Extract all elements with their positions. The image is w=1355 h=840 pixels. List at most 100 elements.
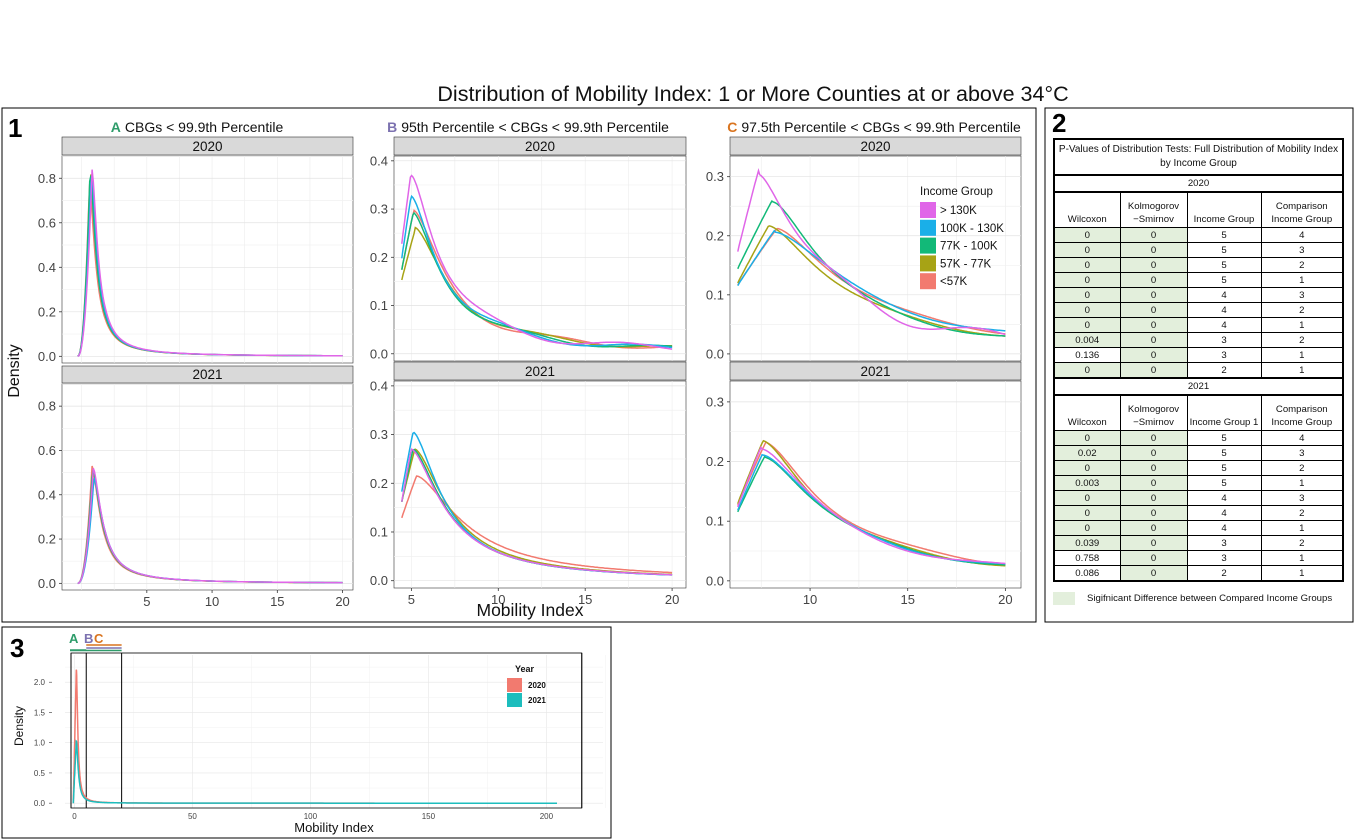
legend-entry: 2020 (528, 681, 546, 690)
y-tick-label: 0.8 (38, 171, 56, 186)
table-year-header: 2020 (1052, 174, 1345, 193)
chart-subtitle: B 95th Percentile < CBGs < 99.9th Percent… (387, 119, 669, 135)
table-cell: 1 (1260, 565, 1345, 582)
subtitle-letter: B (387, 119, 397, 135)
y-tick-label: 0.4 (38, 260, 56, 275)
y-tick-label: 1.0 (34, 739, 46, 748)
density-chart-b: B 95th Percentile < CBGs < 99.9th Percent… (370, 119, 687, 620)
table-cell: 0 (1119, 347, 1188, 363)
table-cell: 3 (1260, 242, 1345, 258)
y-tick-label: 0.0 (34, 799, 46, 808)
table-cell: 0 (1119, 302, 1188, 318)
table-cell: 0 (1119, 475, 1188, 491)
subtitle-letter: A (111, 119, 121, 135)
y-tick-label: 0.2 (38, 532, 56, 547)
table-cell: 4 (1260, 430, 1345, 446)
year-density-chart: 0.0 0.5 1.0 1.5 2.0 0 50 100 150 200 Mobility Inde… (12, 631, 606, 835)
y-tick-label: 0.2 (370, 476, 388, 491)
y-tick-label: 2.0 (34, 678, 46, 687)
y-tick-label: 0.0 (370, 573, 388, 588)
table-cell: 0 (1119, 460, 1188, 476)
facet-strip-label: 2020 (192, 139, 222, 154)
y-tick-label: 0.4 (370, 153, 388, 168)
table-cell: 0 (1119, 227, 1188, 243)
table-cell: 2 (1260, 302, 1345, 318)
table-cell: 0 (1053, 520, 1121, 536)
table-cell: 0.004 (1053, 332, 1121, 348)
table-cell: 2 (1186, 362, 1262, 379)
x-tick-label: 50 (188, 812, 197, 821)
facet-strip (393, 136, 687, 156)
y-tick-label: 0.3 (370, 427, 388, 442)
y-tick-label: 0.6 (38, 443, 56, 458)
x-tick-label: 100 (304, 812, 318, 821)
facet-strip-label: 2021 (525, 364, 555, 379)
table-cell: 5 (1186, 475, 1262, 491)
table-cell: 0.136 (1053, 347, 1121, 363)
y-tick-label: 0.6 (38, 215, 56, 230)
significance-swatch (1053, 592, 1075, 605)
table-cell: 0 (1119, 242, 1188, 258)
facet-panel (393, 155, 687, 362)
column-header-line: −Smirnov (1133, 214, 1174, 225)
table-cell: 3 (1186, 550, 1262, 566)
facet-panel (393, 380, 687, 589)
x-tick-label: 20 (998, 592, 1012, 607)
table-cell: 0 (1053, 505, 1121, 521)
x-tick-label: 15 (270, 594, 284, 609)
table-cell: 0.02 (1053, 445, 1121, 461)
year-legend: Year 2020 2021 (507, 664, 546, 707)
y-tick-label: 0.2 (706, 454, 724, 469)
table-column-header: Comparison Income Group (1260, 191, 1345, 228)
y-tick-label: 1.5 (34, 708, 46, 717)
table-cell: 0 (1119, 535, 1188, 551)
table-cell: 0 (1119, 565, 1188, 582)
table-cell: 1 (1260, 520, 1345, 536)
table-cell: 0 (1053, 490, 1121, 506)
x-tick-label: 15 (900, 592, 914, 607)
table-cell: 0 (1119, 520, 1188, 536)
column-header-line: Comparison Income Group (1271, 404, 1333, 428)
y-tick-label: 0.0 (38, 576, 56, 591)
panel-1-label: 1 (8, 113, 22, 143)
facet-strip (393, 361, 687, 381)
facet-panel (61, 383, 354, 591)
table-cell: 0 (1119, 257, 1188, 273)
table-cell: 3 (1186, 535, 1262, 551)
table-cell: 3 (1260, 445, 1345, 461)
y-tick-label: 0.2 (706, 228, 724, 243)
table-cell: 0 (1053, 227, 1121, 243)
facet-strip-label: 2021 (192, 367, 222, 382)
table-cell: 0 (1119, 505, 1188, 521)
table-cell: 4 (1260, 227, 1345, 243)
table-column-header: Income Group 1 (1186, 394, 1262, 431)
table-cell: 3 (1260, 490, 1345, 506)
x-tick-label: 200 (540, 812, 554, 821)
table-cell: 0 (1119, 550, 1188, 566)
table-row: 0.086 0 2 1 (1053, 565, 1345, 582)
table-cell: 3 (1260, 287, 1345, 303)
x-tick-label: 5 (408, 592, 415, 607)
range-letter-a: A (69, 631, 79, 646)
x-tick-label: 10 (205, 594, 219, 609)
y-tick-label: 0.8 (38, 399, 56, 414)
density-curve (737, 167, 1006, 336)
table-cell: 1 (1260, 550, 1345, 566)
legend-entry: > 130K (940, 205, 977, 217)
facet-strip (729, 361, 1022, 381)
table-row: 0.003 0 5 1 (1053, 475, 1345, 491)
pvalue-table: P-Values of Distribution Tests: Full Dis… (1052, 138, 1345, 582)
table-cell: 0 (1053, 362, 1121, 379)
legend-entry: 100K - 130K (940, 223, 1004, 235)
y-tick-label: 0.3 (370, 202, 388, 217)
table-cell: 0 (1053, 287, 1121, 303)
figure-title: Distribution of Mobility Index: 1 or Mor… (437, 82, 1068, 106)
range-box (70, 652, 583, 809)
density-curve (77, 169, 343, 357)
table-cell: 0 (1053, 302, 1121, 318)
density-curve (77, 468, 343, 585)
table-cell: 5 (1186, 257, 1262, 273)
table-cell: 4 (1186, 520, 1262, 536)
